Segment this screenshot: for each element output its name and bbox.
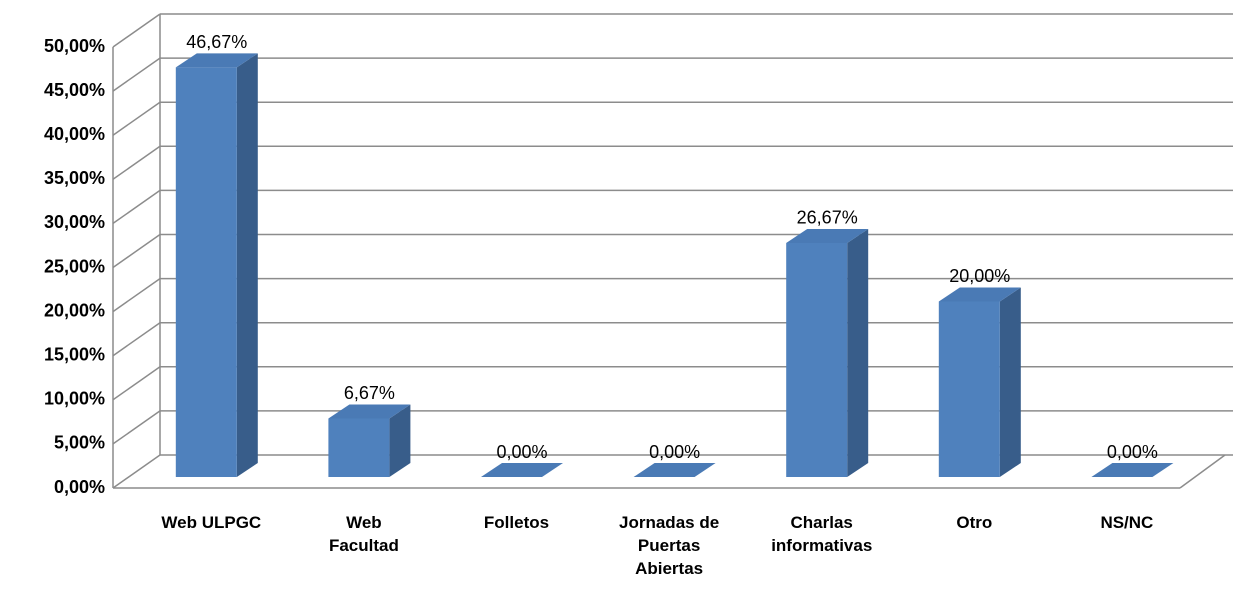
- y-tick-label: 25,00%: [44, 256, 105, 276]
- y-tick-label: 30,00%: [44, 212, 105, 232]
- bar-face: [938, 301, 1000, 477]
- bar: [633, 463, 716, 477]
- bar-face: [999, 287, 1021, 477]
- bar: [786, 228, 869, 477]
- grid-line: [112, 322, 161, 357]
- x-tick-label: Charlas informativas: [771, 513, 873, 555]
- bar-face: [786, 228, 869, 243]
- bar-face: [847, 228, 869, 477]
- y-tick-label: 45,00%: [44, 80, 105, 100]
- y-tick-label: 40,00%: [44, 124, 105, 144]
- bar: [481, 463, 563, 477]
- grid-line: [112, 145, 161, 180]
- grid-line: [112, 101, 161, 136]
- floor-edge: [1179, 454, 1226, 489]
- bar: [1091, 463, 1174, 477]
- data-label: 26,67%: [797, 208, 858, 228]
- grid-line: [112, 410, 161, 445]
- y-tick-label: 0,00%: [54, 477, 105, 497]
- x-tick-label: Web Facultad: [328, 513, 399, 555]
- grid-line: [112, 13, 161, 48]
- y-tick-label: 35,00%: [44, 168, 105, 188]
- data-label: 0,00%: [496, 442, 547, 462]
- y-tick-label: 5,00%: [54, 433, 105, 453]
- grid-line: [112, 57, 161, 92]
- bar-face: [236, 53, 258, 478]
- grid-line: [112, 233, 161, 269]
- bar-face: [481, 463, 563, 477]
- data-label: 46,67%: [186, 32, 247, 52]
- x-tick-label: NS/NC: [1100, 513, 1154, 532]
- y-tick-label: 10,00%: [44, 389, 105, 409]
- x-tick-label: Web ULPGC: [161, 513, 262, 532]
- y-tick-label: 15,00%: [44, 344, 105, 364]
- bar-face: [1091, 463, 1174, 477]
- grid-line: [112, 277, 161, 313]
- y-tick-label: 50,00%: [44, 36, 105, 56]
- bar-face: [328, 418, 390, 477]
- bar: [328, 404, 411, 477]
- bar-face: [938, 287, 1021, 302]
- bar-face: [633, 463, 716, 477]
- bar-face: [175, 67, 237, 478]
- bar: [175, 53, 258, 478]
- data-label: 0,00%: [649, 442, 700, 462]
- bar-face: [389, 404, 411, 477]
- bar-face: [786, 242, 848, 477]
- y-tick-label: 20,00%: [44, 300, 105, 320]
- data-label: 6,67%: [344, 383, 395, 403]
- bar-face: [328, 404, 411, 419]
- x-tick-label: Folletos: [483, 513, 550, 532]
- grid-line: [112, 454, 161, 489]
- bar-face: [175, 53, 258, 68]
- data-label: 0,00%: [1107, 442, 1158, 462]
- grid-line: [112, 366, 161, 401]
- grid-line: [112, 189, 161, 225]
- data-label: 20,00%: [949, 266, 1010, 286]
- x-tick-label: Otro: [956, 513, 993, 532]
- x-tick-label: Jornadas de Puertas Abiertas: [619, 513, 720, 578]
- bar: [938, 287, 1021, 477]
